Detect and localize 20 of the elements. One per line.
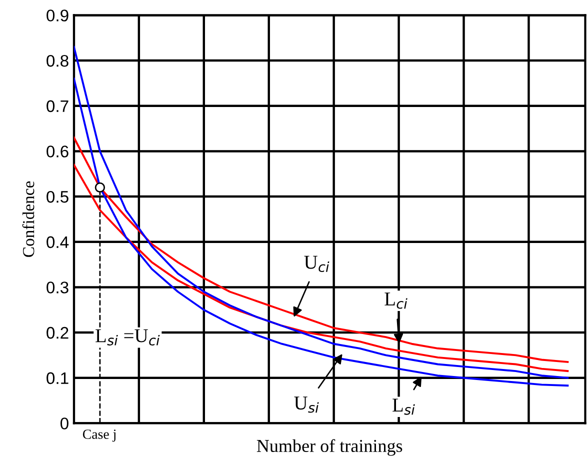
- y-tick-label: 0.4: [46, 236, 69, 248]
- y-tick-label: 0.2: [46, 326, 68, 339]
- x-axis-title: Number of trainings: [256, 439, 402, 456]
- y-tick-label: 0.5: [46, 190, 68, 203]
- y-tick-label: 0.3: [46, 282, 68, 294]
- annotation: U$_{si}$: [294, 396, 319, 413]
- annotation: L$_{si}$ =U$_{ci}$: [96, 329, 160, 346]
- y-tick-label: 0.7: [46, 100, 68, 112]
- annotation: L$_{si}$: [392, 398, 415, 415]
- annotation: L$_{ci}$: [384, 292, 408, 309]
- line-series: [74, 164, 569, 372]
- y-tick-label: 0.8: [46, 54, 68, 67]
- text: Case j: [82, 430, 116, 442]
- annotation: U$_{ci}$: [304, 256, 330, 272]
- y-axis-title: Confidence: [22, 181, 34, 257]
- y-tick-label: 0.6: [46, 146, 68, 158]
- y-tick-label: 0.9: [46, 10, 68, 22]
- y-tick-label: 0.1: [46, 372, 68, 384]
- y-tick-label: 0: [60, 418, 68, 430]
- line-series: [74, 136, 569, 363]
